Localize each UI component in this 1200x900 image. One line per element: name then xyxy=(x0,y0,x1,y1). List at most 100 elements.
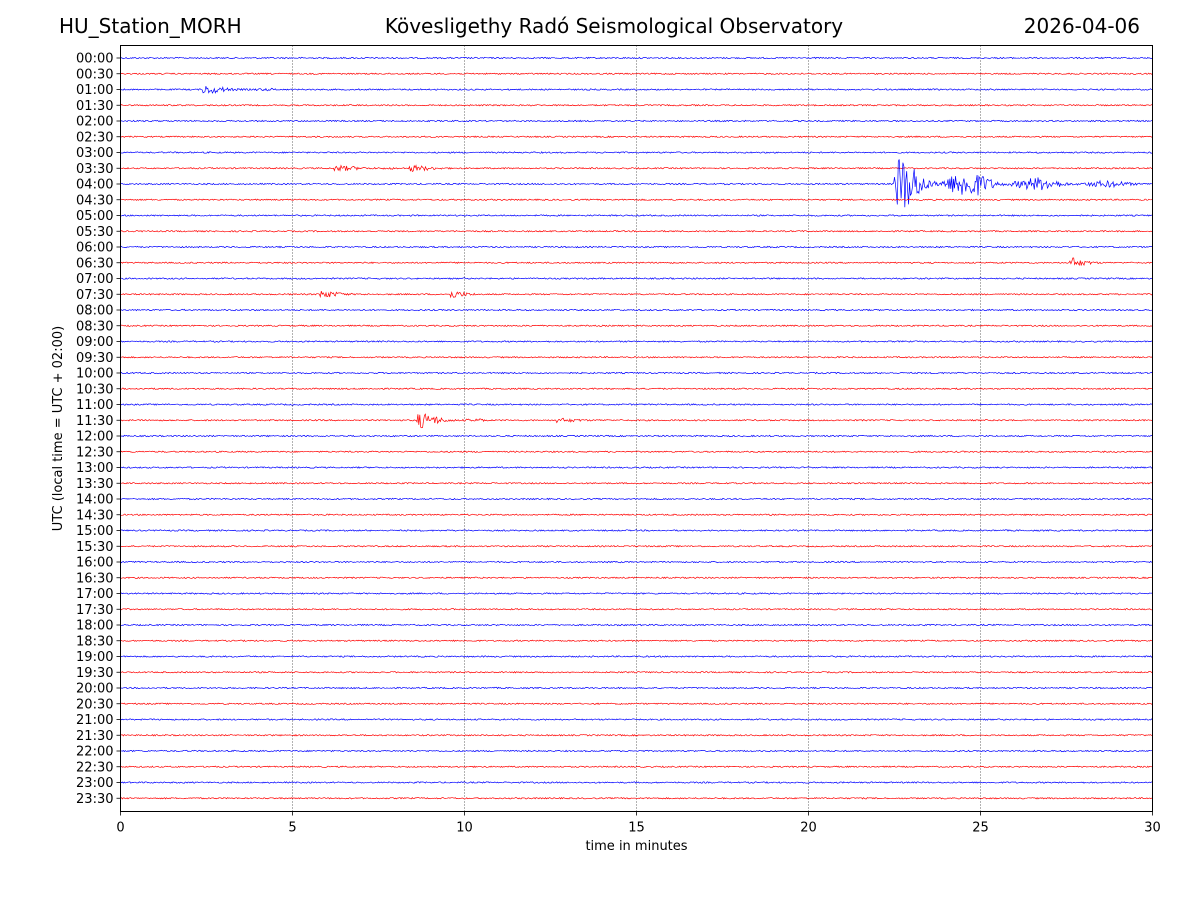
y-tick-label: 14:30 xyxy=(76,508,113,523)
trace-0600 xyxy=(120,245,1153,249)
y-tick-label: 13:30 xyxy=(76,477,113,492)
trace-0230 xyxy=(120,135,1153,138)
y-tick-label: 16:00 xyxy=(76,556,113,571)
plot-frame xyxy=(120,45,1153,812)
y-tick-label: 12:30 xyxy=(76,445,113,460)
y-tick-label: 12:00 xyxy=(76,430,113,445)
y-tick-label: 02:00 xyxy=(76,115,113,130)
trace-0130 xyxy=(120,104,1153,107)
y-tick-label: 15:00 xyxy=(76,524,113,539)
trace-2000 xyxy=(120,686,1153,690)
y-tick-label: 21:30 xyxy=(76,729,113,744)
trace-1430 xyxy=(120,513,1153,516)
y-tick-label: 22:30 xyxy=(76,760,113,775)
y-tick-label: 22:00 xyxy=(76,745,113,760)
seismic-traces xyxy=(120,56,1153,800)
trace-0700 xyxy=(120,277,1153,280)
y-tick-label: 11:30 xyxy=(76,414,113,429)
trace-1330 xyxy=(120,481,1153,485)
trace-1400 xyxy=(120,497,1153,501)
trace-0730 xyxy=(120,291,1153,299)
trace-1930 xyxy=(120,671,1153,674)
x-tick-label: 5 xyxy=(288,821,296,836)
y-tick-label: 08:30 xyxy=(76,319,113,334)
y-tick-label: 01:00 xyxy=(76,83,113,98)
y-tick-label: 02:30 xyxy=(76,130,113,145)
y-tick-label: 04:00 xyxy=(76,178,113,193)
trace-0330 xyxy=(120,164,1153,173)
x-axis-label: time in minutes xyxy=(585,839,687,854)
grid-lines xyxy=(292,45,981,812)
trace-1000 xyxy=(120,371,1153,375)
y-tick-label: 18:30 xyxy=(76,634,113,649)
trace-1630 xyxy=(120,576,1153,579)
trace-1500 xyxy=(120,529,1153,532)
trace-1800 xyxy=(120,623,1153,627)
trace-0500 xyxy=(120,214,1153,217)
y-tick-label: 07:30 xyxy=(76,288,113,303)
y-tick-label: 19:00 xyxy=(76,650,113,665)
trace-1600 xyxy=(120,560,1153,564)
trace-1530 xyxy=(120,545,1153,548)
trace-0430 xyxy=(120,198,1153,201)
trace-1030 xyxy=(120,387,1153,390)
trace-0200 xyxy=(120,119,1153,123)
y-tick-label: 23:30 xyxy=(76,792,113,807)
y-tick-label: 21:00 xyxy=(76,713,113,728)
y-tick-label: 10:00 xyxy=(76,367,113,382)
trace-1200 xyxy=(120,434,1153,438)
trace-0530 xyxy=(120,230,1153,233)
y-tick-label: 07:00 xyxy=(76,272,113,287)
trace-1730 xyxy=(120,608,1153,611)
y-tick-label: 06:30 xyxy=(76,256,113,271)
trace-2230 xyxy=(120,765,1153,768)
trace-1130 xyxy=(120,413,1153,429)
y-tick-label: 20:00 xyxy=(76,682,113,697)
y-tick-label: 01:30 xyxy=(76,99,113,114)
x-tick-labels: 0 5 10 15 20 25 30 xyxy=(116,811,1161,836)
y-tick-label: 14:00 xyxy=(76,493,113,508)
x-tick-label: 25 xyxy=(972,821,989,836)
trace-2200 xyxy=(120,749,1153,753)
y-axis-label: UTC (local time = UTC + 02:00) xyxy=(51,326,66,531)
x-tick-label: 10 xyxy=(456,821,473,836)
y-tick-label: 17:00 xyxy=(76,587,113,602)
trace-1900 xyxy=(120,655,1153,658)
x-tick-label: 0 xyxy=(116,821,124,836)
trace-0800 xyxy=(120,308,1153,312)
trace-1300 xyxy=(120,466,1153,469)
y-tick-label: 05:30 xyxy=(76,225,113,240)
x-tick-label: 30 xyxy=(1144,821,1161,836)
trace-0030 xyxy=(120,72,1153,75)
station-name: HU_Station_MORH xyxy=(59,14,242,38)
y-tick-label: 08:00 xyxy=(76,304,113,319)
y-tick-label: 17:30 xyxy=(76,603,113,618)
trace-0300 xyxy=(120,151,1153,154)
y-tick-label: 00:00 xyxy=(76,52,113,67)
y-tick-label: 11:00 xyxy=(76,398,113,413)
trace-0630 xyxy=(120,257,1153,267)
trace-0400 xyxy=(120,159,1153,208)
trace-0900 xyxy=(120,340,1153,343)
y-tick-label: 18:00 xyxy=(76,619,113,634)
y-tick-label: 20:30 xyxy=(76,697,113,712)
y-tick-label: 10:30 xyxy=(76,382,113,397)
y-tick-label: 05:00 xyxy=(76,209,113,224)
y-tick-label: 04:30 xyxy=(76,193,113,208)
trace-0830 xyxy=(120,324,1153,327)
x-tick-label: 20 xyxy=(800,821,817,836)
trace-2100 xyxy=(120,718,1153,721)
trace-1700 xyxy=(120,592,1153,595)
y-tick-label: 03:00 xyxy=(76,146,113,161)
trace-0100 xyxy=(120,86,1153,94)
trace-1830 xyxy=(120,639,1153,642)
y-tick-label: 03:30 xyxy=(76,162,113,177)
trace-2300 xyxy=(120,781,1153,784)
observatory-title: Kövesligethy Radó Seismological Observat… xyxy=(384,14,844,38)
trace-2330 xyxy=(120,796,1153,800)
trace-0930 xyxy=(120,356,1153,359)
y-tick-label: 15:30 xyxy=(76,540,113,555)
y-tick-label: 09:30 xyxy=(76,351,113,366)
trace-2130 xyxy=(120,734,1153,737)
